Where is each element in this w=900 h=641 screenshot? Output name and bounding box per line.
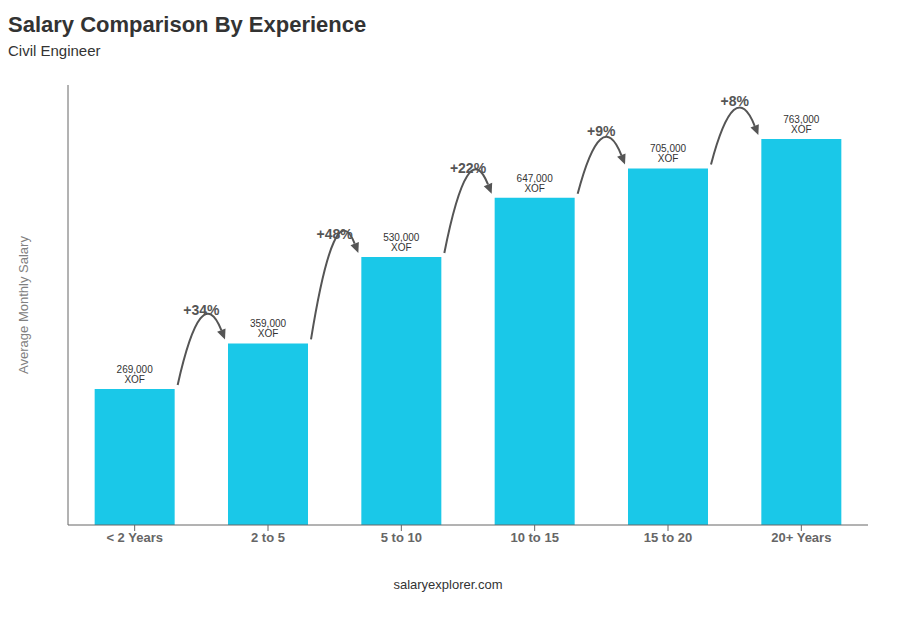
html-text:Civil Engineer: Civil Engineer: [8, 42, 101, 59]
html-text:salaryexplorer.com: salaryexplorer.com: [393, 577, 503, 592]
svg-text:< 2 Years: < 2 Years: [106, 530, 163, 545]
svg-text:5 to 10: 5 to 10: [381, 530, 422, 545]
svg-text:15 to 20: 15 to 20: [644, 530, 692, 545]
svg-text:763,000XOF: 763,000XOF: [783, 114, 820, 135]
svg-text:10 to 15: 10 to 15: [510, 530, 558, 545]
svg-text:269,000XOF: 269,000XOF: [117, 364, 154, 385]
html-text:Salary Comparison By Experienc: Salary Comparison By Experience: [8, 12, 367, 37]
svg-text:530,000XOF: 530,000XOF: [383, 232, 420, 253]
svg-text:Average Monthly Salary: Average Monthly Salary: [16, 236, 31, 374]
svg-text:+8%: +8%: [720, 93, 749, 109]
svg-text:647,000XOF: 647,000XOF: [517, 173, 554, 194]
svg-text:705,000XOF: 705,000XOF: [650, 143, 687, 164]
svg-text:+9%: +9%: [587, 123, 616, 139]
svg-text:+22%: +22%: [450, 160, 487, 176]
svg-text:20+ Years: 20+ Years: [771, 530, 831, 545]
svg-text:+48%: +48%: [317, 226, 354, 242]
svg-text:+34%: +34%: [183, 302, 220, 318]
svg-text:2 to 5: 2 to 5: [251, 530, 285, 545]
svg-text:359,000XOF: 359,000XOF: [250, 318, 287, 339]
